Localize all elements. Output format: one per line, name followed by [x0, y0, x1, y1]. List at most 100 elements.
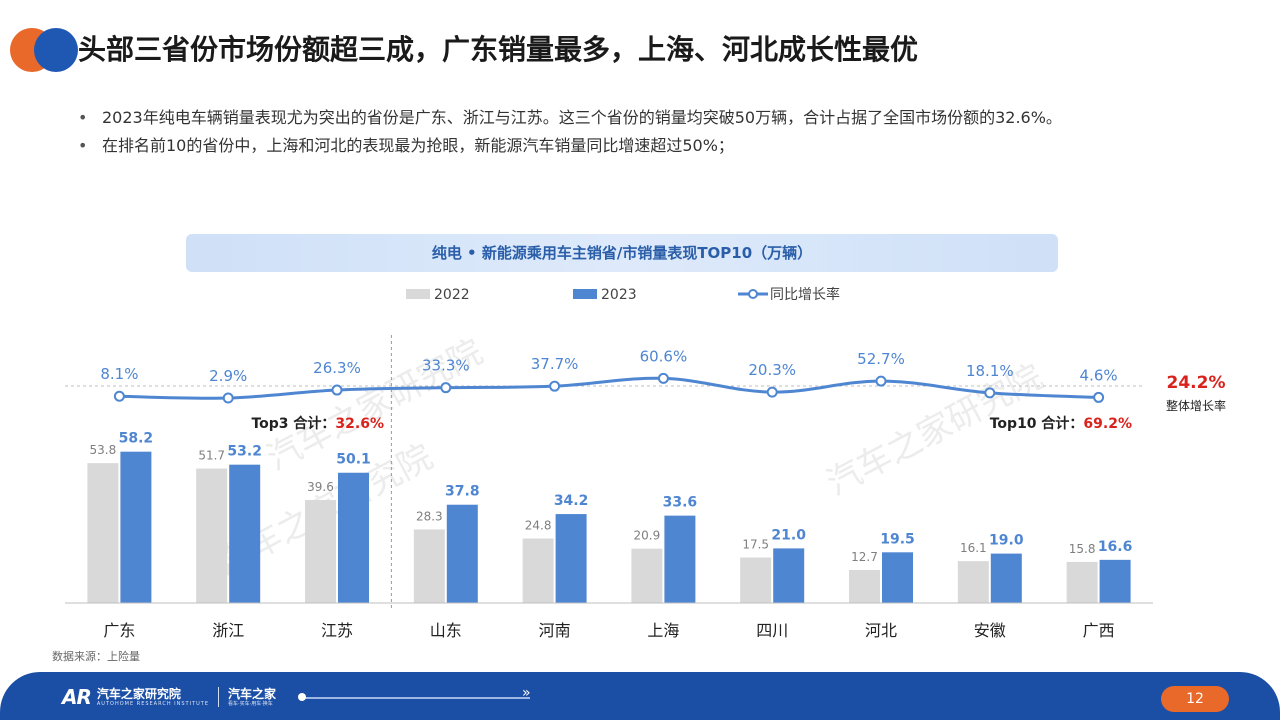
bar-label-2023: 33.6 — [663, 495, 698, 511]
logo-divider — [218, 687, 220, 707]
bar-label-2023: 58.2 — [119, 431, 154, 447]
growth-label: 37.7% — [531, 355, 579, 373]
logo-dots — [10, 28, 78, 72]
bar-label-2022: 17.5 — [742, 538, 769, 552]
bar-2022 — [849, 569, 880, 603]
bar-label-2022: 28.3 — [416, 509, 443, 523]
bar-label-2023: 16.6 — [1098, 539, 1133, 555]
category-label: 广东 — [103, 621, 135, 640]
bar-2023 — [664, 515, 696, 603]
growth-label: 18.1% — [966, 362, 1014, 380]
org-name-cn: 汽车之家研究院 — [96, 686, 181, 701]
growth-label: 8.1% — [100, 365, 138, 383]
legend-label-growth: 同比增长率 — [770, 286, 840, 303]
bar-2022 — [631, 548, 663, 603]
bar-label-2023: 50.1 — [336, 452, 371, 468]
category-label: 上海 — [647, 621, 679, 640]
bar-label-2023: 19.0 — [989, 533, 1024, 549]
growth-label: 60.6% — [640, 347, 688, 365]
bar-label-2022: 51.7 — [198, 449, 225, 463]
growth-point — [766, 386, 778, 398]
bar-label-2022: 39.6 — [307, 480, 334, 494]
bar-2022 — [1066, 561, 1098, 603]
growth-point — [549, 380, 561, 392]
bar-2022 — [305, 500, 336, 603]
bar-label-2022: 16.1 — [960, 541, 987, 555]
bar-label-2023: 53.2 — [227, 444, 262, 460]
page-title: 头部三省份市场份额超三成，广东销量最多，上海、河北成长性最优 — [78, 33, 919, 66]
footer-progress-line — [298, 693, 530, 701]
bar-2023 — [446, 504, 478, 603]
growth-label: 52.7% — [857, 350, 905, 368]
growth-label: 4.6% — [1080, 366, 1118, 384]
org-name: 汽车之家研究院 AUTOHOME RESEARCH INSTITUTE — [97, 688, 209, 707]
footer-logo: AR 汽车之家研究院 AUTOHOME RESEARCH INSTITUTE 汽… — [62, 685, 277, 709]
top10-total-label: Top10 合计： — [990, 415, 1084, 432]
bar-label-2023: 21.0 — [771, 527, 806, 543]
legend-label-2023: 2023 — [601, 287, 637, 303]
bar-label-2022: 24.8 — [525, 519, 552, 533]
org2-slogan: 看车·买车·用车·换车 — [228, 700, 273, 707]
bar-2023 — [990, 553, 1022, 603]
org2-name-cn: 汽车之家 — [228, 686, 277, 701]
bar-2023 — [882, 552, 913, 603]
bar-label-2022: 20.9 — [634, 529, 661, 543]
bullet-item: 2023年纯电车辆销量表现尤为突出的省份是广东、浙江与江苏。这三个省份的销量均突… — [78, 104, 1268, 132]
growth-label: 26.3% — [313, 359, 361, 377]
legend-swatch-2023 — [573, 289, 597, 299]
double-chevron-right-icon: » — [522, 685, 531, 701]
bar-label-2023: 37.8 — [445, 484, 480, 500]
bar-line-chart: 汽车之家研究院汽车之家研究院汽车之家研究院20222023同比增长率53.858… — [65, 286, 1226, 640]
growth-point — [222, 392, 234, 404]
bar-2023 — [555, 514, 587, 603]
growth-point — [984, 387, 996, 399]
category-label: 广西 — [1083, 621, 1115, 640]
chart-title: 纯电 • 新能源乘用车主销省/市销量表现TOP10（万辆） — [186, 234, 1058, 272]
bullet-list: 2023年纯电车辆销量表现尤为突出的省份是广东、浙江与江苏。这三个省份的销量均突… — [78, 104, 1268, 160]
growth-point — [113, 390, 125, 402]
blue-dot-icon — [34, 28, 78, 72]
legend-marker-growth — [748, 289, 758, 299]
bullet-item: 在排名前10的省份中，上海和河北的表现最为抢眼，新能源汽车销量同比增速超过50%… — [78, 132, 1268, 160]
overall-growth-value: 24.2% — [1167, 373, 1226, 393]
growth-point — [1093, 391, 1105, 403]
bar-2023 — [229, 464, 261, 603]
data-source: 数据来源：上险量 — [52, 650, 140, 663]
bar-2023 — [338, 472, 369, 603]
bar-label-2023: 34.2 — [554, 493, 589, 509]
bar-2023 — [120, 451, 152, 603]
ar-logo-icon: AR — [62, 685, 92, 709]
growth-point — [657, 372, 669, 384]
top10-total-value: 69.2% — [1083, 416, 1132, 432]
growth-label: 2.9% — [209, 367, 247, 385]
category-label: 河北 — [865, 621, 897, 640]
legend-swatch-2022 — [406, 289, 430, 299]
bar-2023 — [1099, 559, 1131, 603]
org-name-en: AUTOHOME RESEARCH INSTITUTE — [96, 700, 210, 707]
page-number: 12 — [1161, 686, 1229, 712]
bar-label-2022: 15.8 — [1069, 542, 1096, 556]
bar-label-2022: 12.7 — [851, 550, 878, 564]
bar-2022 — [87, 463, 119, 603]
growth-label: 20.3% — [748, 361, 796, 379]
growth-point — [440, 382, 452, 394]
bar-2022 — [740, 557, 772, 603]
category-label: 四川 — [756, 621, 788, 640]
category-label: 江苏 — [321, 621, 353, 640]
bar-2022 — [522, 538, 554, 603]
growth-point — [875, 375, 887, 387]
top3-total-annotation: Top3 合计：32.6% — [251, 415, 384, 432]
bar-2022 — [196, 468, 228, 603]
growth-line — [119, 376, 1099, 400]
bar-label-2023: 19.5 — [880, 531, 915, 547]
top3-total-label: Top3 合计： — [251, 415, 335, 432]
bar-2022 — [957, 561, 989, 603]
watermark-text: 汽车之家研究院 — [260, 332, 489, 479]
category-label: 浙江 — [212, 621, 244, 640]
category-label: 山东 — [430, 621, 462, 640]
bar-2023 — [773, 548, 805, 603]
category-label: 安徽 — [974, 621, 1006, 640]
legend-label-2022: 2022 — [434, 287, 470, 303]
overall-growth-label: 整体增长率 — [1166, 398, 1226, 413]
growth-label: 33.3% — [422, 357, 470, 375]
